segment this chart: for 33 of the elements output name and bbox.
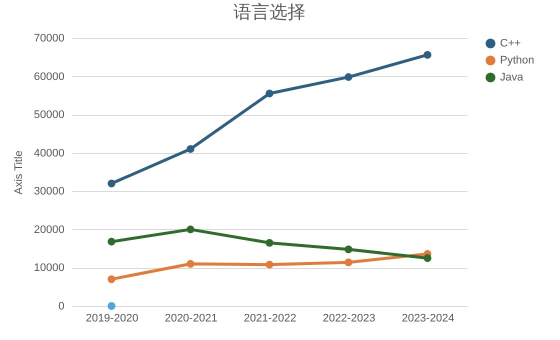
x-tick-label: 2021-2022 [244, 312, 296, 324]
y-tick-label: 40000 [34, 147, 64, 160]
point [108, 275, 116, 284]
y-tick-label: 50000 [34, 109, 64, 122]
legend-label: Python [500, 54, 534, 66]
y-tick-label: 10000 [34, 262, 64, 274]
y-tick-label: 60000 [34, 70, 64, 83]
point [186, 226, 194, 234]
point [344, 258, 352, 266]
y-tick-label: 0 [58, 300, 64, 312]
point [108, 302, 116, 310]
y-axis-title: Axis Title [12, 150, 25, 195]
point [266, 90, 274, 98]
y-tick-label: 20000 [34, 224, 64, 236]
legend-label: Java [500, 72, 524, 84]
point [108, 180, 116, 188]
chart-title: 语言选择 [234, 2, 306, 22]
x-tick-label: 2022-2023 [322, 312, 376, 324]
y-tick-label: 30000 [34, 186, 64, 198]
point [424, 50, 432, 59]
point [344, 73, 352, 81]
y-tick-label: 70000 [34, 32, 64, 44]
point [186, 260, 194, 268]
legend-label: C++ [500, 38, 521, 50]
point [266, 238, 274, 247]
point [424, 254, 432, 262]
point [186, 145, 194, 153]
point [108, 238, 116, 246]
point [344, 245, 352, 254]
x-tick-label: 2020-2021 [164, 312, 218, 324]
x-tick-label: 2019-2020 [86, 312, 138, 324]
point [266, 260, 274, 269]
x-tick-label: 2023-2024 [402, 312, 454, 324]
